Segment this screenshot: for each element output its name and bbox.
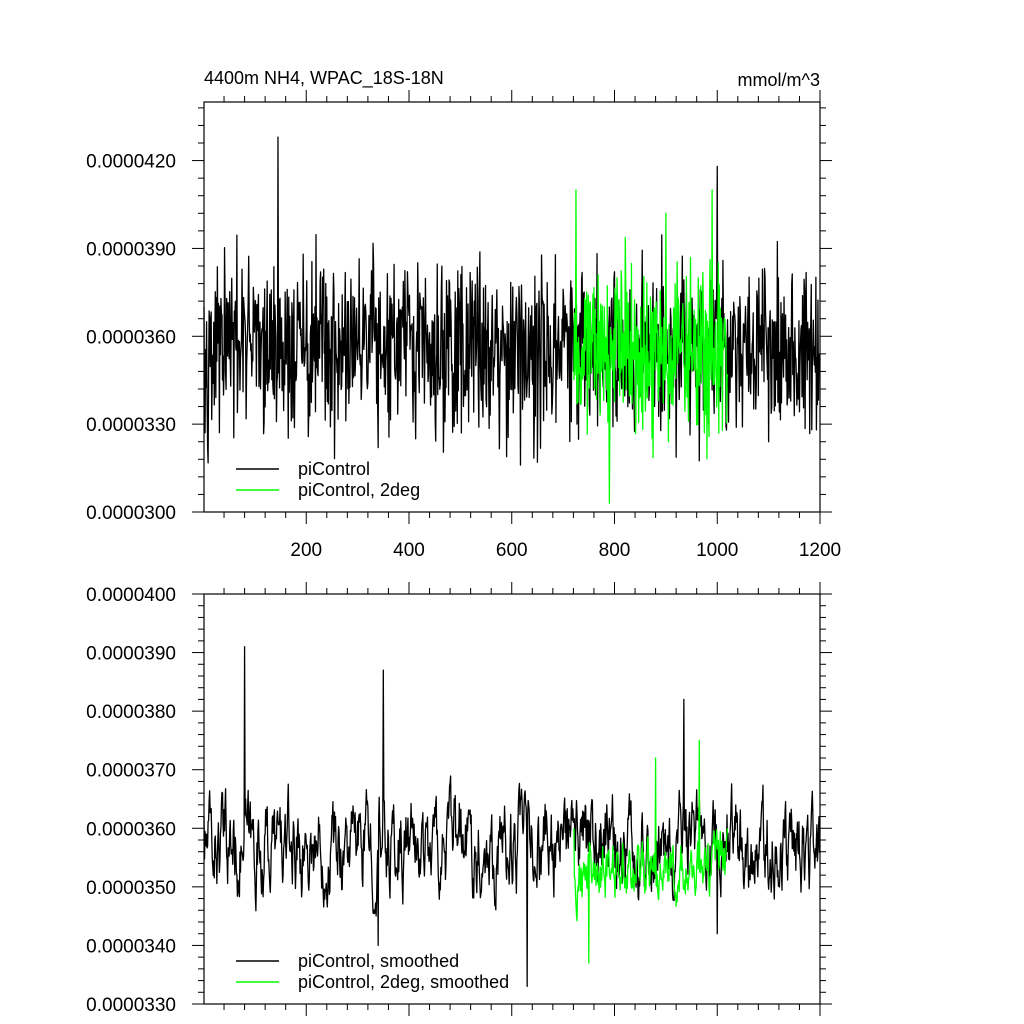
y-tick-label: 0.0000390 (86, 644, 176, 665)
y-tick-label: 0.0000330 (86, 415, 176, 436)
legend-label-picontrol-smoothed: piControl, smoothed (298, 951, 459, 971)
y-tick-label: 0.0000370 (86, 761, 176, 782)
y-tick-label: 0.0000390 (86, 239, 176, 260)
legend: piControl piControl, 2deg (236, 459, 420, 500)
y-tick-label: 0.0000340 (86, 936, 176, 957)
y-tick-label: 0.0000400 (86, 585, 176, 606)
series-line-picontrol-2deg-smoothed (573, 739, 729, 964)
series-line-picontrol-smoothed (203, 646, 821, 988)
ticks-layer (192, 90, 832, 524)
plot-frame (203, 593, 821, 1005)
y-tick-label: 0.0000360 (86, 327, 176, 348)
legend: piControl, smoothed piControl, 2deg, smo… (236, 951, 509, 992)
x-tick-label: 400 (393, 540, 425, 561)
legend-label-picontrol: piControl (298, 459, 370, 479)
x-tick-label: 600 (496, 540, 528, 561)
y-tick-label: 0.0000330 (86, 995, 176, 1016)
y-tick-label: 0.0000420 (86, 152, 176, 173)
chart-units: mmol/m^3 (738, 70, 820, 90)
series-line-picontrol-2deg (573, 189, 729, 504)
y-tick-label: 0.0000300 (86, 503, 176, 524)
chart-title: 4400m NH4, WPAC_18S-18N (204, 68, 444, 89)
legend-label-picontrol-2deg: piControl, 2deg (298, 480, 420, 500)
y-tick-labels: 0.0000330 0.0000340 0.0000350 0.0000360 0.00… (86, 585, 176, 1016)
y-tick-label: 0.0000350 (86, 878, 176, 899)
y-tick-label: 0.0000360 (86, 819, 176, 840)
chart-top: 4400m NH4, WPAC_18S-18N mmol/m^3 0.00003… (86, 68, 841, 561)
y-tick-label: 0.0000380 (86, 702, 176, 723)
x-tick-labels: 200 400 600 800 1000 1200 (290, 540, 841, 561)
x-tick-label: 1200 (799, 540, 841, 561)
series-layer (203, 136, 821, 504)
chart-bottom: 0.0000330 0.0000340 0.0000350 0.0000360 0.00… (86, 582, 832, 1016)
legend-label-picontrol-2deg-smoothed: piControl, 2deg, smoothed (298, 972, 509, 992)
ticks-layer (192, 582, 832, 1016)
series-layer (203, 646, 821, 988)
series-line-picontrol (203, 136, 821, 466)
y-tick-labels: 0.0000300 0.0000330 0.0000360 0.0000390 0.00… (86, 152, 176, 524)
x-tick-label: 1000 (696, 540, 738, 561)
x-tick-label: 800 (599, 540, 631, 561)
x-tick-label: 200 (290, 540, 322, 561)
